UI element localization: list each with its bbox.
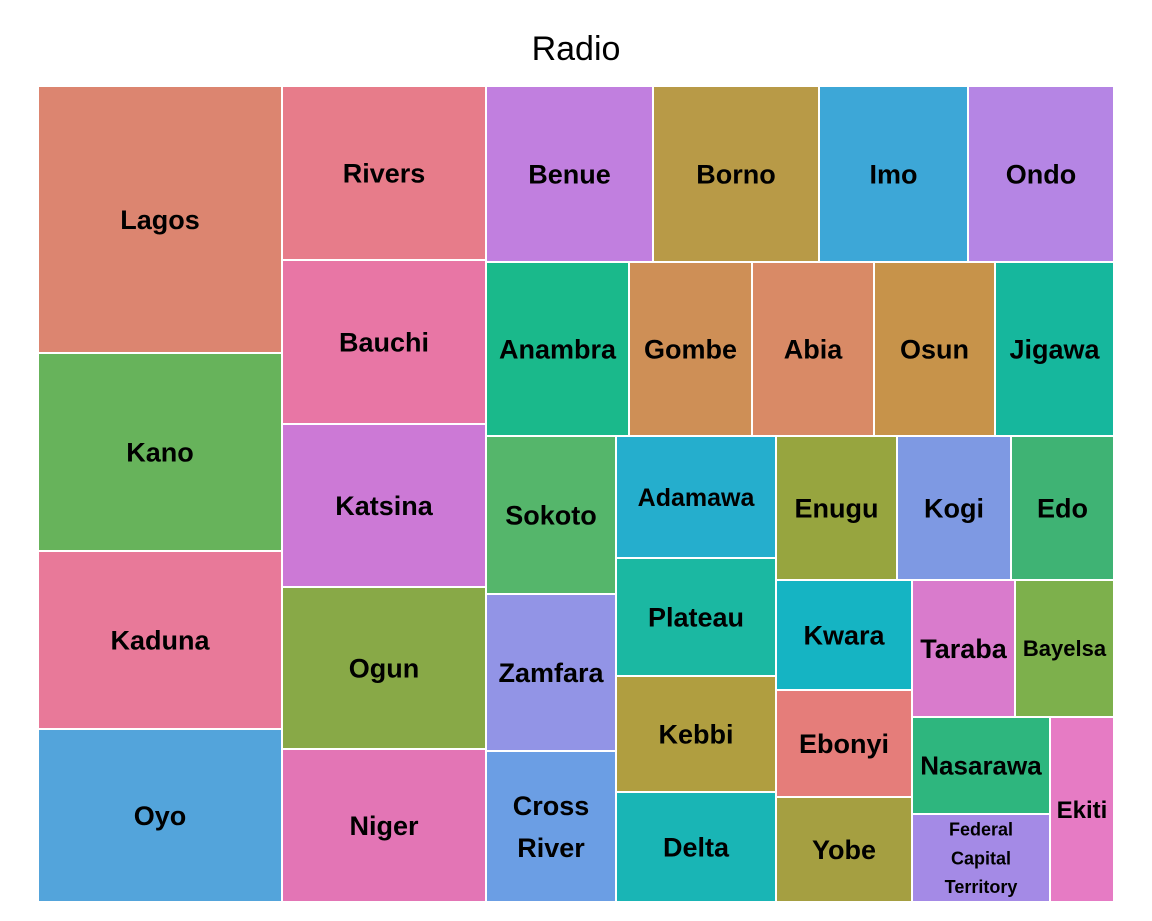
tile-ebonyi	[775, 689, 913, 798]
tile-kaduna	[37, 550, 283, 730]
tile-label-jigawa: Jigawa	[1009, 334, 1100, 364]
tile-label-zamfara: Zamfara	[498, 658, 604, 688]
tile-abia	[751, 261, 875, 437]
tile-osun	[873, 261, 996, 437]
tile-label-rivers: Rivers	[343, 158, 426, 188]
tile-niger	[281, 748, 487, 903]
tile-delta	[615, 791, 777, 903]
tile-ogun	[281, 586, 487, 750]
tile-enugu	[775, 435, 898, 581]
tile-ekiti	[1049, 716, 1115, 903]
tile-kwara	[775, 579, 913, 691]
tile-zamfara	[485, 593, 617, 752]
tile-lagos	[37, 85, 283, 354]
tile-label-sokoto: Sokoto	[505, 500, 597, 530]
tile-label-gombe: Gombe	[644, 334, 737, 364]
tile-kebbi	[615, 675, 777, 793]
tile-label-kwara: Kwara	[803, 620, 885, 650]
tile-label-yobe: Yobe	[812, 835, 876, 865]
tile-nasarawa	[911, 716, 1051, 815]
tile-label-adamawa: Adamawa	[638, 484, 756, 512]
tile-kogi	[896, 435, 1012, 581]
tile-label-ogun: Ogun	[349, 653, 419, 683]
tile-label-bauchi: Bauchi	[339, 327, 429, 357]
tile-bayelsa	[1014, 579, 1115, 718]
tile-label-federal-capital-territory: Federal Capital Territory	[945, 820, 1018, 898]
tile-label-plateau: Plateau	[648, 602, 744, 632]
tile-label-imo: Imo	[869, 159, 917, 189]
tile-label-kebbi: Kebbi	[658, 719, 733, 749]
tile-label-borno: Borno	[696, 159, 775, 189]
tile-jigawa	[994, 261, 1115, 437]
tile-label-ebonyi: Ebonyi	[799, 729, 889, 759]
tile-kano	[37, 352, 283, 552]
tile-anambra	[485, 261, 630, 437]
tile-yobe	[775, 796, 913, 903]
tile-label-anambra: Anambra	[499, 334, 617, 364]
tile-label-bayelsa: Bayelsa	[1023, 636, 1107, 661]
tile-adamawa	[615, 435, 777, 559]
tile-cross-river	[485, 750, 617, 903]
tile-label-delta: Delta	[663, 832, 730, 862]
tile-taraba	[911, 579, 1016, 718]
tile-label-osun: Osun	[900, 334, 969, 364]
tile-label-nasarawa: Nasarawa	[920, 751, 1042, 781]
tile-label-cross-river: Cross River	[513, 791, 590, 863]
tile-label-katsina: Katsina	[335, 491, 434, 521]
tile-label-kaduna: Kaduna	[110, 625, 210, 655]
tile-label-oyo: Oyo	[134, 801, 187, 831]
tile-label-abia: Abia	[784, 334, 843, 364]
tile-label-kano: Kano	[126, 437, 194, 467]
tile-plateau	[615, 557, 777, 677]
tile-katsina	[281, 423, 487, 588]
tile-federal-capital-territory	[911, 813, 1051, 903]
tile-label-niger: Niger	[349, 811, 419, 841]
tile-imo	[818, 85, 969, 263]
chart-title: Radio	[531, 30, 621, 68]
tile-sokoto	[485, 435, 617, 595]
tile-gombe	[628, 261, 753, 437]
tile-oyo	[37, 728, 283, 903]
tile-label-ondo: Ondo	[1006, 159, 1076, 189]
tile-edo	[1010, 435, 1115, 581]
tile-label-kogi: Kogi	[924, 493, 984, 523]
tile-benue	[485, 85, 654, 263]
tile-label-lagos: Lagos	[120, 205, 200, 235]
tile-ondo	[967, 85, 1115, 263]
tile-label-enugu: Enugu	[795, 493, 879, 523]
tile-label-taraba: Taraba	[920, 634, 1008, 664]
tile-label-edo: Edo	[1037, 493, 1088, 523]
tile-label-benue: Benue	[528, 159, 611, 189]
tile-label-ekiti: Ekiti	[1057, 797, 1108, 824]
